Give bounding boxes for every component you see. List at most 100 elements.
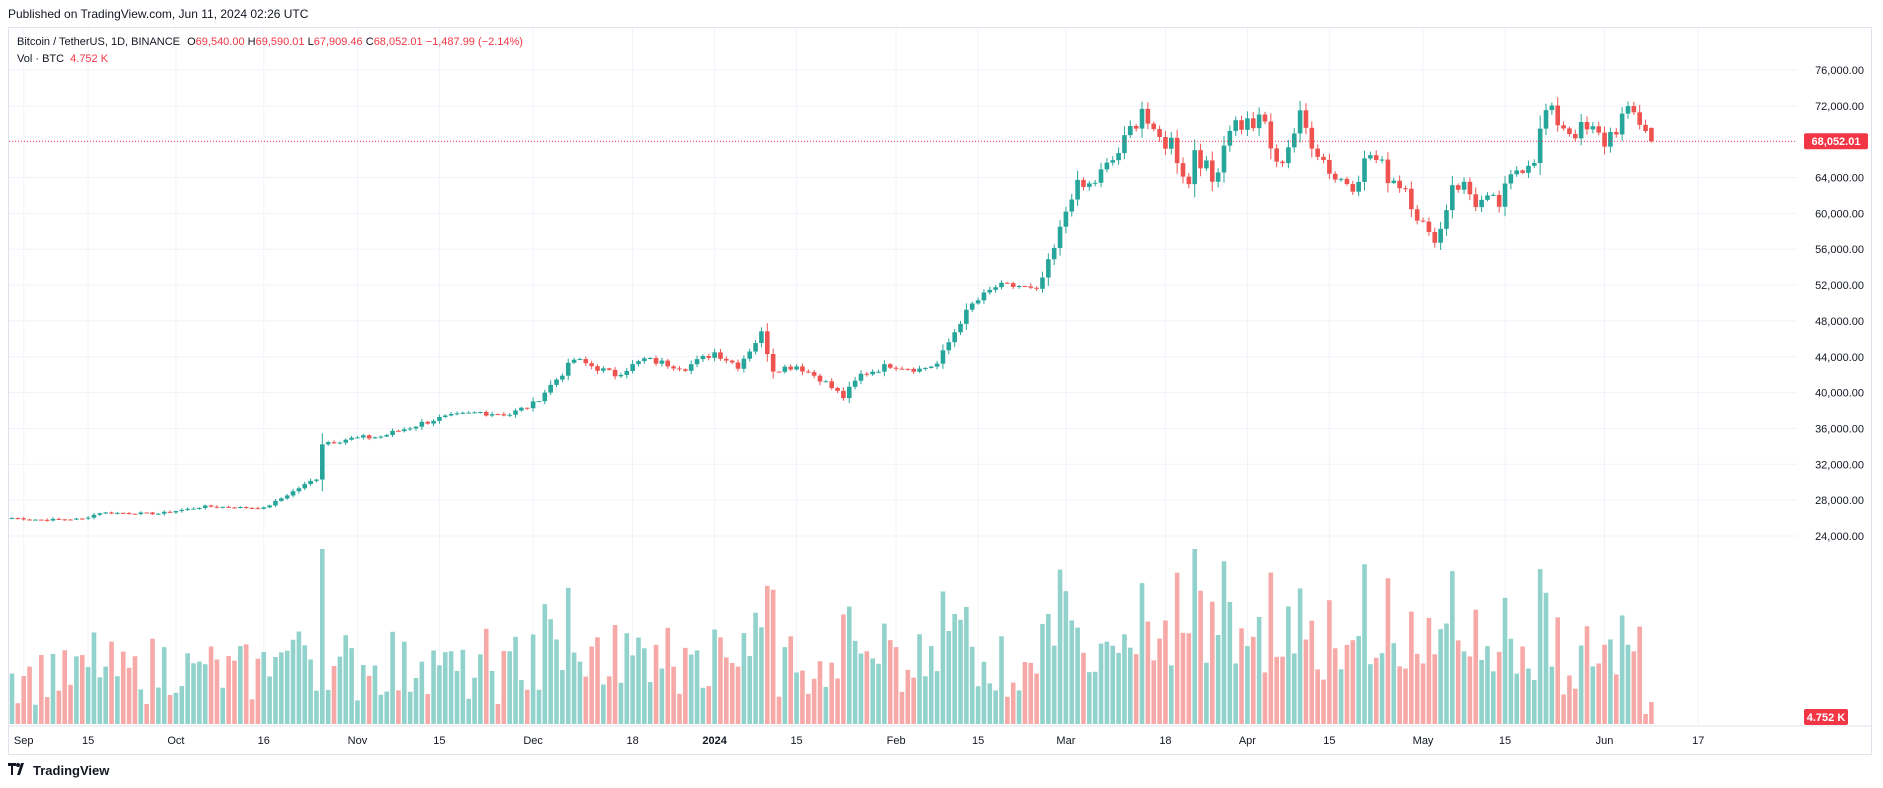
candle-body xyxy=(431,420,436,424)
volume-bar xyxy=(396,690,401,724)
volume-bar xyxy=(1104,641,1110,724)
candle-body xyxy=(1584,122,1590,130)
candle-body xyxy=(1250,118,1256,129)
x-tick-label: 15 xyxy=(972,735,984,747)
volume-bar xyxy=(1098,643,1104,724)
volume-bar xyxy=(1204,662,1209,724)
volume-bar xyxy=(1122,634,1127,724)
candle-body xyxy=(1637,112,1642,125)
candle-body xyxy=(1233,120,1238,131)
volume-bar xyxy=(905,669,911,724)
open-value: 69,540.00 xyxy=(195,36,245,48)
candle-body xyxy=(595,366,600,371)
volume-bar xyxy=(1496,651,1502,724)
volume-bar xyxy=(1180,632,1186,724)
volume-bar xyxy=(1338,669,1344,724)
volume-bar xyxy=(741,633,747,724)
volume-bar xyxy=(115,676,120,724)
volume-bar xyxy=(1081,652,1086,724)
volume-bar xyxy=(226,656,231,724)
candle-body xyxy=(1373,155,1379,160)
candle-body xyxy=(1526,165,1531,173)
volume-bar xyxy=(1332,648,1338,724)
candle-body xyxy=(1549,105,1555,111)
volume-bar xyxy=(1572,688,1578,724)
volume-bar xyxy=(103,666,108,724)
volume-bar xyxy=(384,691,390,724)
volume-bar xyxy=(1649,702,1654,724)
volume-bar xyxy=(261,651,267,724)
candle-body xyxy=(887,364,893,368)
candle-body xyxy=(835,388,840,391)
volume-bar xyxy=(1110,645,1116,724)
candle-body xyxy=(524,407,530,409)
candle-body xyxy=(548,384,553,393)
high-value: 69,590.01 xyxy=(255,36,305,48)
candle-body xyxy=(519,407,524,411)
candle-body xyxy=(489,414,495,416)
candle-body xyxy=(1034,287,1039,289)
volume-bar xyxy=(401,641,407,724)
volume-bar xyxy=(1520,646,1525,724)
volume-badge-label: 4.752 K xyxy=(1807,712,1846,724)
candle-body xyxy=(361,435,366,438)
volume-bar xyxy=(846,606,852,724)
volume-bar xyxy=(495,703,501,724)
volume-bar xyxy=(776,696,782,724)
volume-bar xyxy=(1051,645,1057,724)
candle-body xyxy=(1461,181,1467,190)
tradingview-brand[interactable]: TradingView xyxy=(8,763,109,778)
candle-body xyxy=(805,371,811,373)
volume-bar xyxy=(724,657,729,724)
high-label: H xyxy=(247,36,256,48)
candle-body xyxy=(694,359,700,365)
volume-bar xyxy=(1385,578,1391,724)
candle-body xyxy=(958,323,963,333)
volume-bar xyxy=(999,636,1004,724)
volume-bar xyxy=(1584,626,1590,724)
candle-body xyxy=(542,392,548,402)
volume-bar xyxy=(677,693,682,724)
x-tick-label: 15 xyxy=(790,735,802,747)
candle-body xyxy=(15,518,21,520)
volume-bar xyxy=(1034,673,1039,724)
candle-body xyxy=(1262,114,1268,122)
volume-bar xyxy=(1028,662,1034,724)
volume-bar xyxy=(27,666,32,724)
volume-bar xyxy=(1192,549,1198,724)
candle-body xyxy=(1385,159,1391,184)
volume-bar xyxy=(466,698,471,724)
tradingview-logo-icon xyxy=(8,763,28,778)
volume-bar xyxy=(1256,617,1262,724)
candle-body xyxy=(513,410,518,415)
y-tick-label: 56,000.00 xyxy=(1815,244,1864,256)
volume-bar xyxy=(987,683,993,724)
candle-body xyxy=(829,381,834,388)
candle-body xyxy=(1168,137,1174,149)
candle-body xyxy=(753,343,758,352)
volume-bar xyxy=(1403,668,1408,724)
volume-bar xyxy=(835,678,840,724)
x-tick-label: Feb xyxy=(887,735,906,747)
volume-bar xyxy=(917,634,922,724)
volume-bar xyxy=(1619,615,1625,724)
candle-body xyxy=(1040,277,1045,289)
volume-bar xyxy=(238,646,243,724)
volume-bar xyxy=(858,653,864,724)
candle-body xyxy=(1496,194,1502,207)
candle-body xyxy=(220,506,226,508)
volume-bar xyxy=(38,654,44,724)
candle-body xyxy=(1028,286,1034,288)
volume-label[interactable]: Vol · BTC xyxy=(17,53,65,65)
volume-bar xyxy=(577,661,583,724)
volume-bar xyxy=(1139,583,1145,724)
candle-body xyxy=(1256,114,1262,129)
volume-bar xyxy=(683,647,688,724)
candle-body xyxy=(97,513,103,515)
volume-bar xyxy=(981,661,987,724)
symbol-label[interactable]: Bitcoin / TetherUS, 1D, BINANCE xyxy=(17,36,181,48)
candle-body xyxy=(565,362,571,376)
candle-body xyxy=(132,513,138,515)
candle-body xyxy=(1391,180,1397,184)
